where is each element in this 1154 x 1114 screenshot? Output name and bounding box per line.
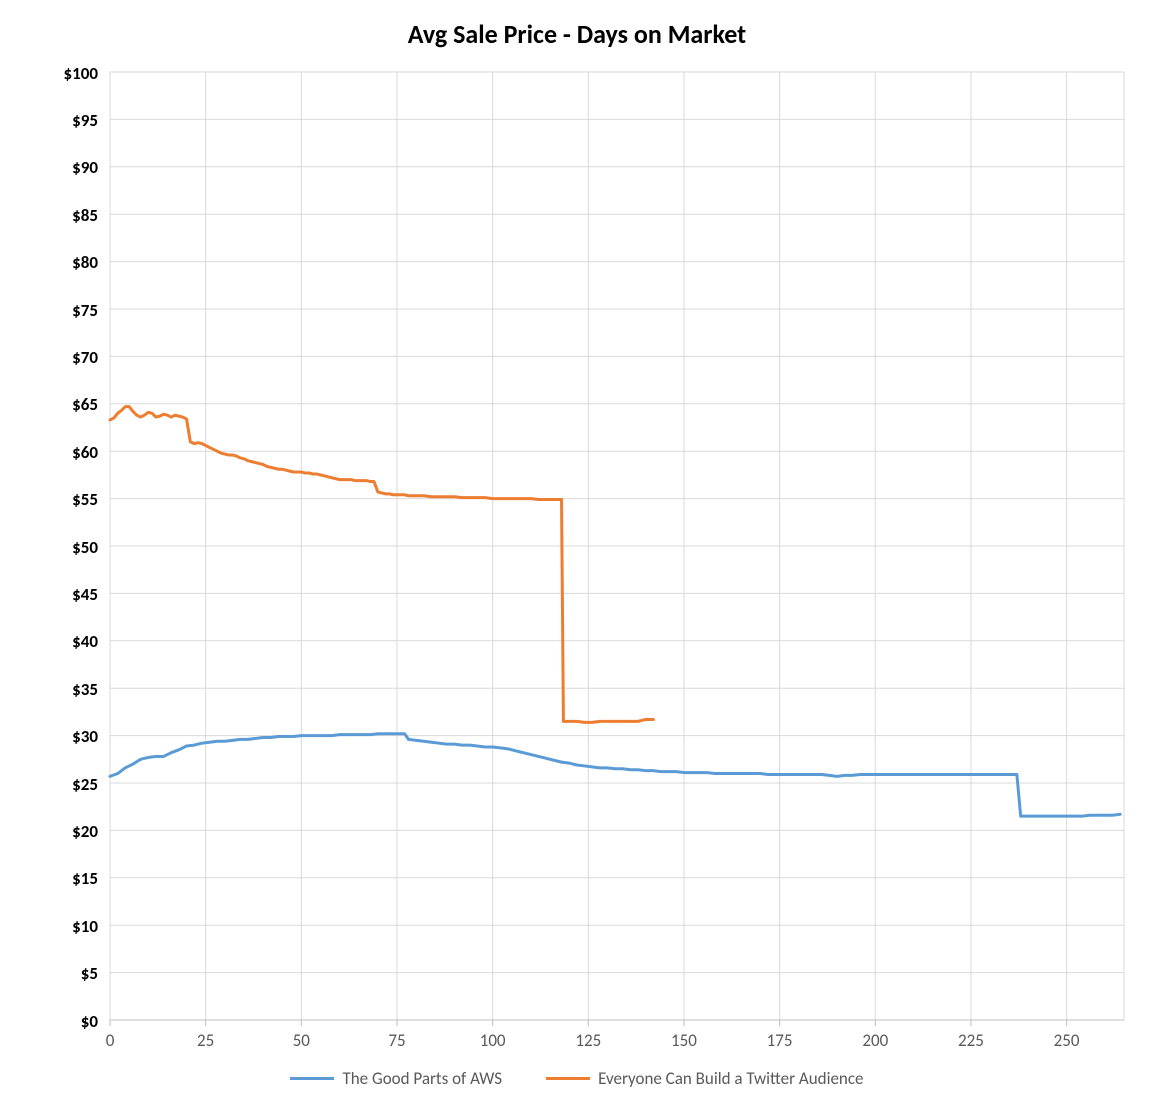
y-tick-label: $65 xyxy=(0,394,98,415)
y-tick-label: $15 xyxy=(0,868,98,889)
series-line xyxy=(110,407,653,723)
y-tick-label: $45 xyxy=(0,584,98,605)
y-tick-label: $40 xyxy=(0,631,98,652)
y-tick-label: $35 xyxy=(0,679,98,700)
x-tick-label: 50 xyxy=(271,1030,331,1051)
legend-item: Everyone Can Build a Twitter Audience xyxy=(546,1068,863,1089)
y-tick-label: $75 xyxy=(0,300,98,321)
y-tick-label: $80 xyxy=(0,252,98,273)
y-tick-label: $100 xyxy=(0,63,98,84)
x-tick-label: 225 xyxy=(941,1030,1001,1051)
y-tick-label: $50 xyxy=(0,537,98,558)
legend-swatch xyxy=(546,1077,590,1080)
y-tick-label: $55 xyxy=(0,489,98,510)
legend-label: The Good Parts of AWS xyxy=(342,1068,502,1089)
x-tick-label: 175 xyxy=(750,1030,810,1051)
legend-label: Everyone Can Build a Twitter Audience xyxy=(598,1068,863,1089)
y-tick-label: $60 xyxy=(0,442,98,463)
legend: The Good Parts of AWS Everyone Can Build … xyxy=(0,1064,1154,1089)
y-tick-label: $30 xyxy=(0,726,98,747)
x-tick-label: 250 xyxy=(1037,1030,1097,1051)
y-tick-label: $10 xyxy=(0,916,98,937)
x-tick-label: 75 xyxy=(367,1030,427,1051)
x-tick-label: 200 xyxy=(845,1030,905,1051)
x-tick-label: 25 xyxy=(176,1030,236,1051)
y-tick-label: $0 xyxy=(0,1011,98,1032)
legend-item: The Good Parts of AWS xyxy=(290,1068,502,1089)
series-line xyxy=(110,734,1120,816)
y-tick-label: $25 xyxy=(0,774,98,795)
y-tick-label: $90 xyxy=(0,157,98,178)
legend-swatch xyxy=(290,1077,334,1080)
y-tick-label: $85 xyxy=(0,205,98,226)
chart-container: Avg Sale Price - Days on Market $0$5$10$… xyxy=(0,0,1154,1114)
y-tick-label: $95 xyxy=(0,110,98,131)
x-tick-label: 0 xyxy=(80,1030,140,1051)
plot-area xyxy=(0,0,1154,1114)
x-tick-label: 100 xyxy=(463,1030,523,1051)
y-tick-label: $70 xyxy=(0,347,98,368)
x-tick-label: 125 xyxy=(558,1030,618,1051)
y-tick-label: $5 xyxy=(0,963,98,984)
x-tick-label: 150 xyxy=(654,1030,714,1051)
y-tick-label: $20 xyxy=(0,821,98,842)
